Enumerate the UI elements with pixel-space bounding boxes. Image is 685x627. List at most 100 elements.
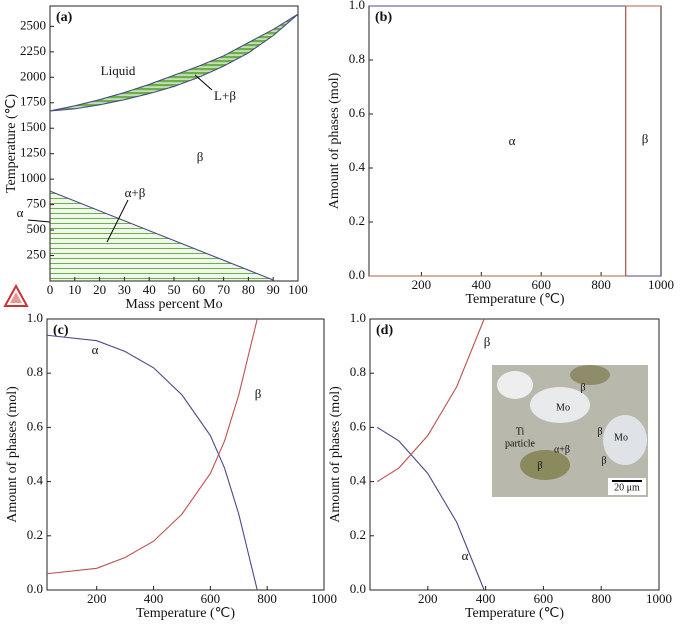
series-label: β [484, 334, 491, 349]
x-tick-label: 400 [476, 591, 496, 606]
x-tick-label: 90 [267, 282, 280, 297]
x-axis-label: Temperature (℃) [465, 606, 564, 621]
y-tick-label: 0.6 [350, 418, 367, 433]
x-tick-label: 70 [217, 282, 230, 297]
leader-line [27, 219, 51, 223]
x-tick-label: 30 [118, 282, 131, 297]
series-label: α [92, 342, 99, 357]
x-tick-label: 100 [288, 282, 308, 297]
x-tick-label: 200 [87, 591, 107, 606]
y-tick-label: 0.8 [349, 51, 365, 66]
y-axis-label: Amount of phases (mol) [5, 386, 20, 523]
x-tick-label: 600 [531, 277, 551, 292]
y-tick-label: 0.4 [350, 473, 367, 488]
inset-photo [492, 365, 648, 497]
x-axis-label: Temperature (℃) [136, 606, 235, 621]
annotation: Mo [556, 402, 570, 413]
y-axis-label: Temperature (℃) [4, 94, 19, 193]
x-tick-label: 400 [472, 277, 492, 292]
x-tick-label: 400 [144, 591, 164, 606]
x-tick-label: 200 [418, 591, 438, 606]
y-tick-label: 0.4 [349, 159, 366, 174]
annotation: 20 μm [614, 482, 640, 493]
series-line [376, 318, 485, 483]
x-tick-label: 10 [68, 282, 81, 297]
y-tick-label: 0.2 [349, 213, 365, 228]
series-line [46, 318, 258, 575]
series-label: β [642, 131, 649, 146]
leader-line [194, 74, 213, 91]
plot-frame [369, 318, 660, 591]
y-tick-label: 0.6 [349, 105, 366, 120]
y-tick-label: 0.4 [27, 473, 44, 488]
panel-label: (d) [376, 323, 393, 338]
series-line [49, 190, 274, 281]
series-line [49, 13, 299, 112]
x-tick-label: 800 [591, 277, 611, 292]
x-axis-label: Mass percent Mo [125, 297, 222, 312]
y-tick-label: 1.0 [349, 0, 365, 12]
y-tick-label: 0.6 [27, 418, 44, 433]
y-tick-label: 0.8 [350, 364, 366, 379]
y-tick-label: 1000 [20, 170, 46, 185]
annotation: α [17, 205, 24, 220]
annotation: Ti [516, 426, 525, 437]
x-tick-label: 20 [93, 282, 106, 297]
leader-line [106, 199, 129, 243]
annotation: β [197, 149, 204, 164]
series-line [376, 426, 485, 591]
annotation: Mo [614, 432, 628, 443]
y-tick-label: 1500 [20, 119, 46, 134]
plot-frame [46, 318, 325, 591]
y-axis-label: Amount of phases (mol) [328, 386, 343, 523]
y-tick-label: 1.0 [350, 310, 366, 325]
panel-label: (a) [56, 10, 73, 25]
series-label: β [255, 386, 262, 401]
x-tick-label: 200 [412, 277, 432, 292]
x-tick-label: 40 [143, 282, 156, 297]
annotation: β [580, 382, 585, 393]
series-line [46, 334, 258, 591]
series-label: α [462, 548, 469, 563]
x-tick-label: 800 [591, 591, 611, 606]
annotation: β [597, 426, 602, 437]
y-tick-label: 750 [27, 196, 47, 211]
panel-label: (b) [375, 10, 392, 25]
y-axis-label: Amount of phases (mol) [327, 72, 342, 209]
x-tick-label: 60 [192, 282, 205, 297]
annotation: β [601, 455, 606, 466]
y-tick-label: 1750 [20, 94, 46, 109]
y-tick-label: 0.0 [349, 267, 365, 282]
y-tick-label: 250 [27, 247, 47, 262]
panel-label: (c) [53, 323, 69, 338]
annotation: β [537, 460, 542, 471]
x-tick-label: 600 [534, 591, 554, 606]
x-tick-label: 50 [168, 282, 181, 297]
x-tick-label: 0 [47, 282, 54, 297]
x-tick-label: 1000 [646, 591, 672, 606]
region-fill [50, 14, 298, 111]
annotation: particle [505, 438, 536, 449]
logo [3, 283, 29, 307]
y-tick-label: 2250 [20, 43, 46, 58]
y-tick-label: 1.0 [27, 310, 43, 325]
x-axis-label: Temperature (℃) [465, 292, 564, 307]
series-line [49, 13, 299, 112]
y-tick-label: 0.0 [27, 581, 43, 596]
y-tick-label: 500 [27, 221, 47, 236]
y-tick-label: 0.2 [350, 527, 366, 542]
y-tick-label: 0.2 [27, 527, 43, 542]
annotation: L+β [214, 88, 236, 103]
y-tick-label: 0.8 [27, 364, 43, 379]
series-line [369, 5, 661, 277]
annotation: α+β [125, 185, 146, 200]
annotation: α+β [554, 444, 570, 455]
annotation: Liquid [101, 63, 136, 78]
x-tick-label: 1000 [311, 591, 337, 606]
y-tick-label: 0.0 [350, 581, 366, 596]
x-tick-label: 1000 [648, 277, 674, 292]
x-tick-label: 600 [201, 591, 221, 606]
y-tick-label: 1250 [20, 145, 46, 160]
series-label: α [509, 133, 516, 148]
